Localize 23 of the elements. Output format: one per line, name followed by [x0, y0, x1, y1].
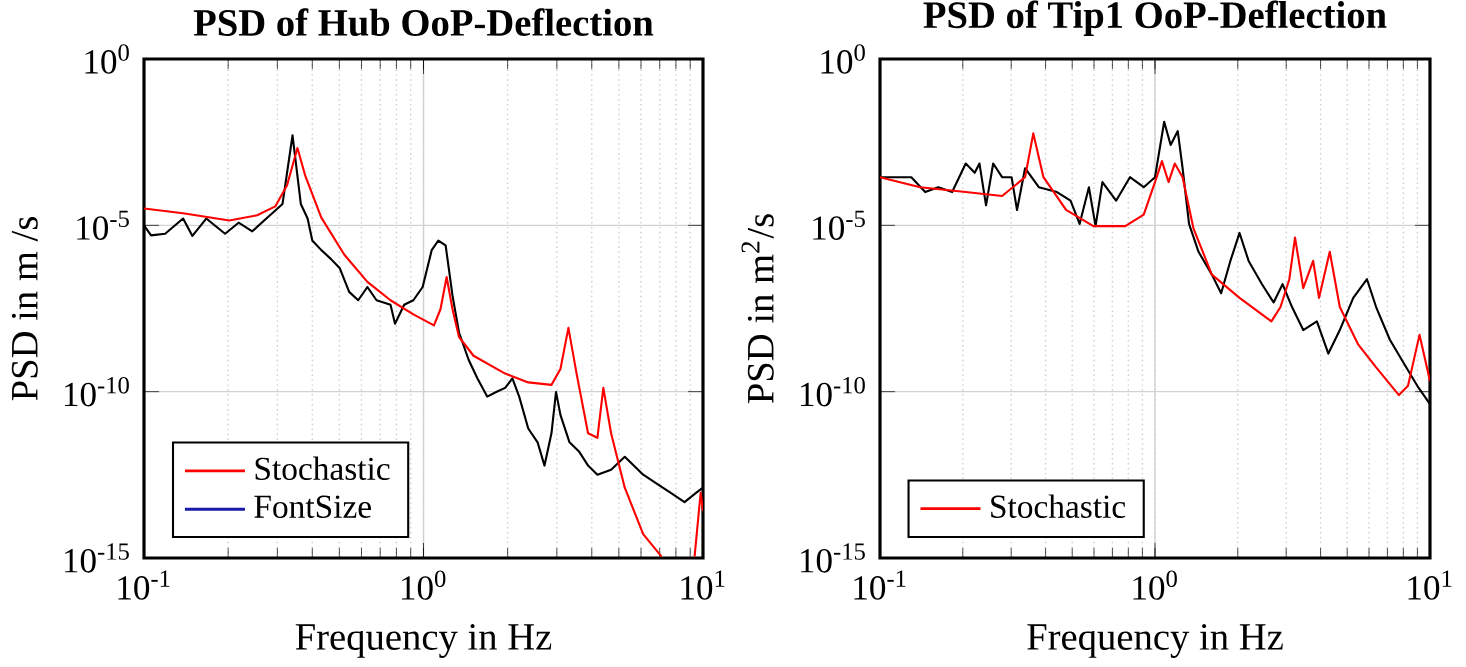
- x-tick-label: 10$^{0}$: [1133, 570, 1177, 600]
- y-tick-label: 10$^{-10}$: [64, 376, 129, 407]
- chart-title: PSD of Hub OoP-Deflection: [193, 8, 654, 37]
- y-tick-label: 10$^{0}$: [821, 44, 865, 74]
- y-tick-label: 10$^{-5}$: [813, 210, 865, 240]
- x-tick-label: 10$^{1}$: [1408, 570, 1452, 600]
- x-tick-label: 10$^{0}$: [401, 570, 446, 600]
- y-tick-label: 10$^{0}$: [85, 44, 129, 74]
- y-tick-label: 10$^{-10}$: [800, 376, 865, 407]
- chart-title: PSD of Tip1 OoP-Deflection: [923, 0, 1387, 37]
- x-tick-label: 10$^{-1}$: [854, 570, 906, 600]
- legend-label: Stochastic: [255, 456, 390, 481]
- y-tick-label: 10$^{-15}$: [64, 543, 129, 573]
- x-axis-title: Frequency in Hz: [1027, 624, 1283, 658]
- y-tick-label: 10$^{-5}$: [77, 210, 129, 240]
- y-tick-label: 10$^{-15}$: [800, 543, 865, 573]
- x-tick-label: 10$^{-1}$: [118, 570, 170, 600]
- x-axis-title: Frequency in Hz: [295, 624, 552, 658]
- legend-label: Stochastic: [991, 494, 1126, 518]
- y-axis-title: PSD in m$^{2}$/s: [741, 214, 774, 404]
- x-tick-label: 10$^{1}$: [681, 570, 725, 600]
- legend-label: FontSize: [254, 495, 371, 518]
- y-axis-title: PSD in m /s: [11, 217, 38, 401]
